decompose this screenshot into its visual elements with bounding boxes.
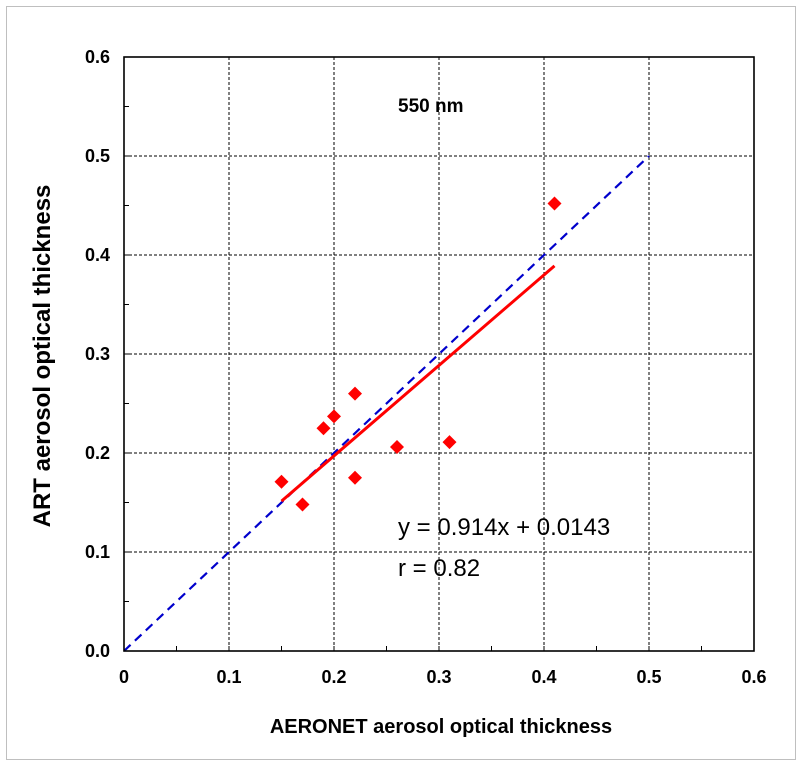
x-tick-label: 0.5 xyxy=(636,667,661,687)
data-point xyxy=(442,435,457,450)
regression-equation: y = 0.914x + 0.0143 xyxy=(398,514,610,541)
data-point xyxy=(327,409,341,424)
x-tick-label: 0.4 xyxy=(531,667,556,687)
y-tick-label: 0.0 xyxy=(85,641,110,661)
x-tick-label: 0.2 xyxy=(321,667,346,687)
x-tick-labels: 0 0.1 0.2 0.3 0.4 0.5 0.6 xyxy=(119,667,767,687)
data-points xyxy=(274,196,562,512)
y-tick-label: 0.3 xyxy=(85,344,110,364)
y-tick-label: 0.5 xyxy=(85,146,110,166)
data-point xyxy=(295,497,310,512)
x-axis-title: AERONET aerosol optical thickness xyxy=(270,716,612,738)
data-point xyxy=(348,470,362,485)
chart-title: 550 nm xyxy=(398,96,463,117)
x-tick-label: 0.6 xyxy=(741,667,766,687)
y-tick-label: 0.2 xyxy=(85,443,110,463)
x-tick-label: 0 xyxy=(119,667,129,687)
data-point xyxy=(390,440,404,455)
x-tick-label: 0.3 xyxy=(426,667,451,687)
data-point xyxy=(547,196,562,211)
plot-area-border xyxy=(123,56,755,652)
y-axis-title: ART aerosol optical thickness xyxy=(29,185,56,528)
data-point xyxy=(316,421,331,436)
x-tick-label: 0.1 xyxy=(216,667,241,687)
y-tick-labels: 0.0 0.1 0.2 0.3 0.4 0.5 0.6 xyxy=(85,47,110,661)
y-tick-label: 0.1 xyxy=(85,542,110,562)
y-tick-label: 0.6 xyxy=(85,47,110,67)
chart-frame xyxy=(6,6,796,760)
regression-line xyxy=(280,264,556,503)
one-to-one-line xyxy=(123,155,650,652)
data-point xyxy=(348,386,362,401)
y-tick-label: 0.4 xyxy=(85,245,110,265)
data-point xyxy=(274,474,289,489)
correlation-coefficient: r = 0.82 xyxy=(398,555,480,582)
